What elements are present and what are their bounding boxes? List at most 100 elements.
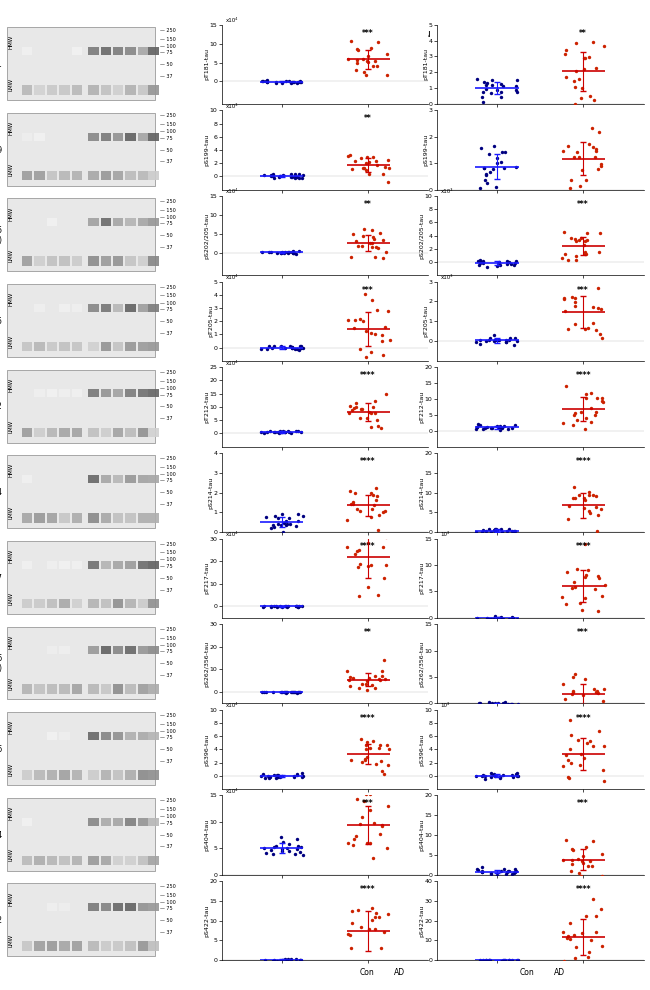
Point bbox=[291, 842, 302, 857]
Point bbox=[289, 684, 299, 700]
Point bbox=[578, 848, 588, 864]
Bar bbox=[138, 855, 148, 865]
Point bbox=[566, 230, 576, 246]
Text: LMW: LMW bbox=[8, 934, 14, 947]
Point bbox=[497, 767, 508, 783]
Point bbox=[266, 244, 276, 259]
Point bbox=[291, 845, 301, 861]
Point bbox=[570, 579, 580, 595]
Bar bbox=[101, 818, 111, 826]
Point bbox=[266, 167, 277, 183]
Point bbox=[356, 919, 367, 935]
Point bbox=[374, 671, 385, 687]
Point bbox=[564, 742, 575, 757]
Point bbox=[383, 303, 393, 319]
Point bbox=[277, 75, 287, 91]
Bar bbox=[138, 941, 148, 950]
Point bbox=[512, 952, 523, 968]
Point bbox=[292, 341, 302, 356]
Point bbox=[568, 842, 578, 858]
Point bbox=[366, 326, 376, 342]
Point bbox=[291, 518, 301, 534]
Point bbox=[357, 809, 367, 825]
Point bbox=[283, 245, 293, 260]
Text: ***: *** bbox=[577, 628, 589, 638]
Point bbox=[508, 610, 519, 626]
Point bbox=[478, 254, 488, 270]
Point bbox=[582, 226, 593, 242]
Point bbox=[488, 523, 499, 539]
Point bbox=[292, 513, 303, 529]
Point bbox=[345, 398, 356, 414]
Point bbox=[369, 231, 379, 247]
Bar bbox=[125, 684, 136, 694]
Point bbox=[582, 562, 593, 578]
Point bbox=[586, 933, 596, 948]
Point bbox=[598, 693, 608, 709]
Text: 10³: 10³ bbox=[441, 532, 450, 537]
Point bbox=[500, 335, 511, 350]
Point bbox=[268, 952, 279, 968]
Text: x10⁴: x10⁴ bbox=[226, 18, 238, 23]
Point bbox=[579, 50, 590, 66]
Bar bbox=[125, 818, 136, 826]
Point bbox=[284, 245, 294, 260]
Point bbox=[565, 180, 575, 196]
Point bbox=[492, 867, 502, 883]
Point bbox=[580, 245, 590, 260]
Point bbox=[349, 320, 359, 336]
Point bbox=[513, 952, 523, 968]
Point bbox=[367, 235, 377, 250]
Bar bbox=[113, 513, 124, 523]
Point bbox=[592, 390, 603, 406]
Bar bbox=[47, 941, 57, 950]
Point bbox=[362, 52, 372, 68]
Bar bbox=[113, 218, 124, 226]
Bar bbox=[22, 256, 32, 265]
Point bbox=[358, 313, 368, 329]
Point bbox=[351, 791, 361, 807]
Point bbox=[286, 425, 296, 441]
Point bbox=[493, 610, 504, 626]
Bar bbox=[59, 304, 70, 312]
Point bbox=[580, 390, 591, 406]
Point bbox=[588, 739, 599, 754]
Point bbox=[266, 599, 276, 615]
Point bbox=[563, 511, 573, 527]
Point bbox=[592, 683, 602, 699]
Bar bbox=[72, 513, 82, 523]
Text: x10³: x10³ bbox=[226, 104, 239, 109]
Text: ****: **** bbox=[360, 543, 376, 551]
Point bbox=[365, 235, 375, 250]
Text: LMW: LMW bbox=[8, 77, 14, 91]
Point bbox=[489, 611, 499, 627]
Point bbox=[577, 162, 588, 178]
Text: HMW: HMW bbox=[8, 377, 14, 392]
Text: — 100: — 100 bbox=[159, 900, 176, 905]
Point bbox=[495, 953, 506, 969]
Point bbox=[268, 168, 278, 184]
Point bbox=[512, 612, 522, 628]
Point bbox=[288, 684, 298, 700]
Point bbox=[581, 909, 592, 925]
Point bbox=[496, 521, 506, 537]
Point bbox=[576, 746, 586, 762]
Point bbox=[484, 696, 494, 712]
Point bbox=[292, 767, 302, 783]
Point bbox=[570, 490, 580, 506]
Point bbox=[489, 611, 499, 627]
Point bbox=[366, 509, 376, 525]
Point bbox=[580, 410, 591, 426]
Point bbox=[294, 598, 304, 614]
Point bbox=[268, 684, 279, 700]
Text: — 50: — 50 bbox=[159, 490, 172, 495]
Bar bbox=[125, 941, 136, 950]
Point bbox=[296, 840, 307, 855]
Point bbox=[276, 425, 287, 441]
Point bbox=[347, 903, 358, 919]
Point bbox=[296, 341, 307, 356]
Point bbox=[354, 816, 365, 832]
Point bbox=[567, 852, 577, 868]
Point bbox=[558, 924, 569, 940]
Text: LMW: LMW bbox=[8, 506, 14, 519]
